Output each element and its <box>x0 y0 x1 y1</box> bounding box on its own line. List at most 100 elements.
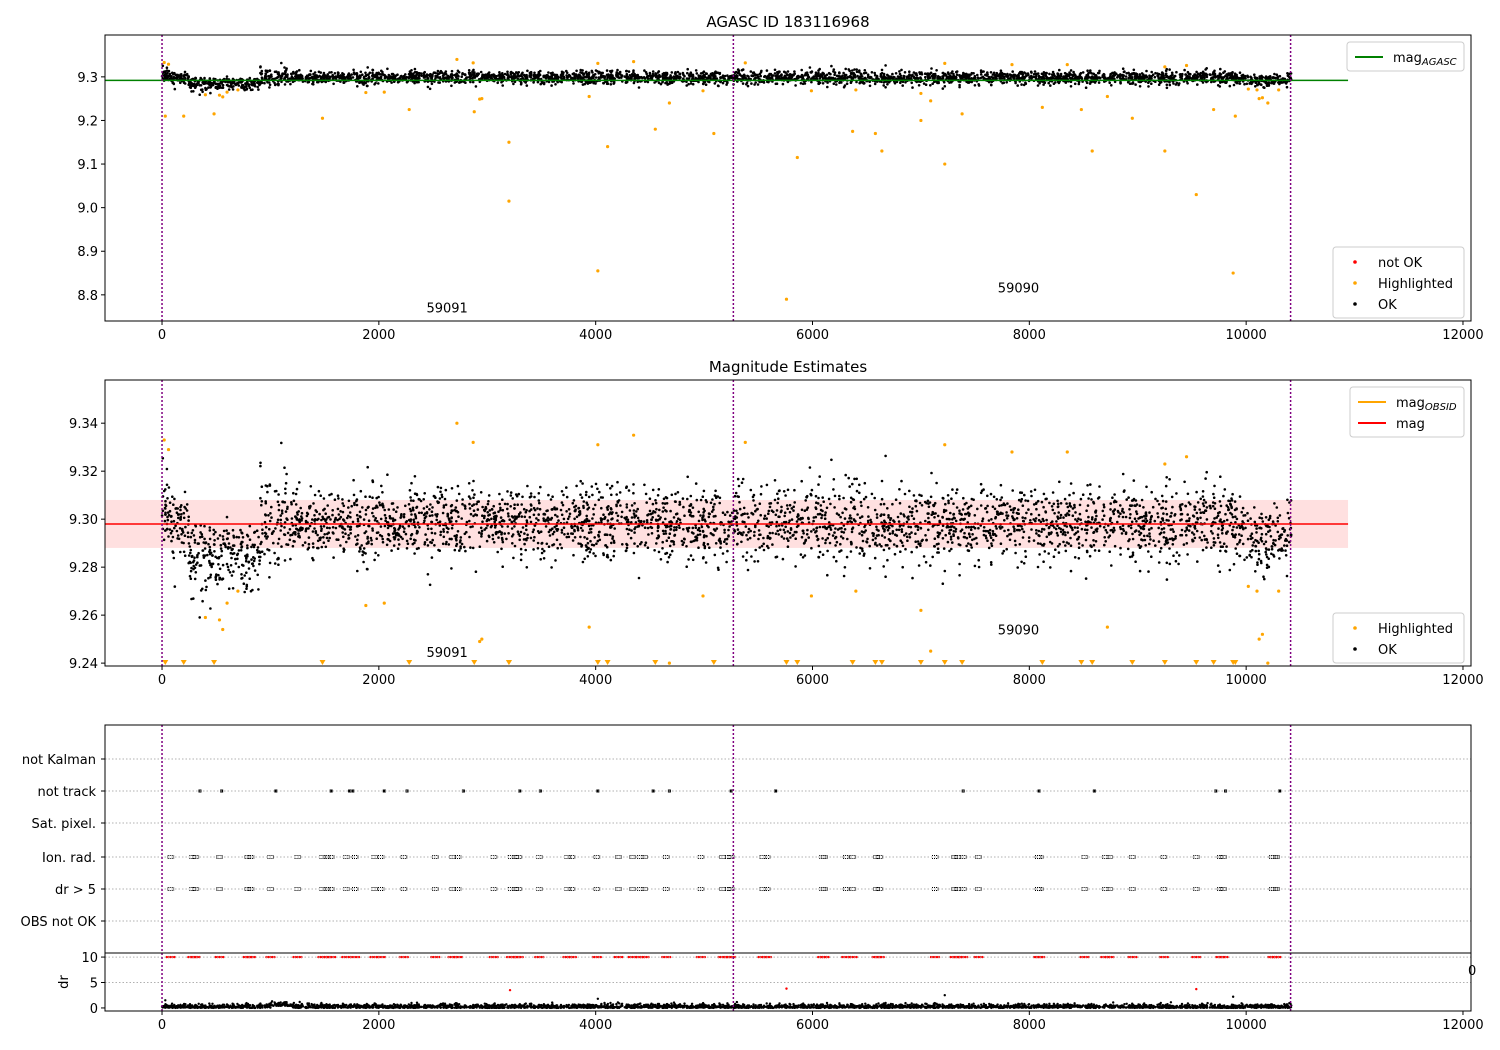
ok-point <box>1261 76 1265 79</box>
ok-point <box>816 72 820 76</box>
ok-point <box>821 77 825 80</box>
ok-point <box>525 77 528 81</box>
ok-point <box>1078 512 1082 516</box>
ok-point <box>858 81 861 85</box>
highlighted-point <box>919 118 923 123</box>
ok-point <box>1159 80 1163 84</box>
ok-point <box>319 494 323 498</box>
ok-point <box>840 76 843 79</box>
ok-point <box>310 76 313 79</box>
highlighted-point <box>1255 88 1259 92</box>
ok-point <box>943 569 947 573</box>
ok-point <box>170 539 173 543</box>
ok-point <box>1024 81 1027 84</box>
ok-point <box>1273 72 1276 76</box>
ok-point <box>520 75 524 78</box>
ok-point <box>496 81 500 85</box>
ok-point <box>440 71 444 75</box>
ok-point <box>661 529 665 533</box>
ok-point <box>1260 517 1264 520</box>
ok-point <box>1071 74 1075 78</box>
ok-point <box>835 559 838 563</box>
ok-point <box>603 75 607 78</box>
ok-point <box>1000 496 1004 499</box>
ok-point <box>1035 529 1038 532</box>
ok-point <box>985 74 989 77</box>
ok-point <box>814 515 818 519</box>
ok-point <box>911 507 914 510</box>
ok-point <box>847 68 850 71</box>
ok-point <box>226 546 230 549</box>
ok-point <box>758 72 762 76</box>
ok-point <box>1157 540 1161 543</box>
ok-point <box>549 518 553 521</box>
ok-point <box>1251 536 1254 540</box>
ok-point <box>678 500 682 504</box>
ok-point <box>1072 491 1075 495</box>
ok-point <box>953 526 956 529</box>
ok-point <box>1020 497 1024 501</box>
ok-point <box>821 74 824 78</box>
ok-point <box>1285 544 1289 547</box>
ok-point <box>1121 73 1124 77</box>
ok-point <box>1037 75 1041 79</box>
ok-point <box>1152 539 1155 542</box>
ok-point <box>1184 504 1187 508</box>
ok-point <box>230 556 233 560</box>
ok-point <box>295 487 299 491</box>
ok-point <box>364 495 367 499</box>
ok-point <box>509 73 512 76</box>
ok-point <box>225 529 228 532</box>
ok-point <box>895 77 898 81</box>
ok-point <box>757 519 760 523</box>
ok-point <box>336 507 340 511</box>
ok-point <box>728 514 732 517</box>
ok-point <box>656 77 660 80</box>
ok-point <box>1287 516 1291 520</box>
ok-point <box>532 513 536 517</box>
ok-point <box>987 546 991 550</box>
ok-point <box>1218 511 1221 514</box>
ok-point <box>587 495 591 499</box>
ok-point <box>1156 72 1159 75</box>
ok-point <box>987 519 991 522</box>
ok-point <box>499 516 503 519</box>
ok-point <box>193 541 197 544</box>
ok-point <box>1048 72 1051 76</box>
ok-point <box>884 76 888 79</box>
ok-point <box>1101 509 1105 513</box>
ok-point <box>355 74 359 78</box>
ok-point <box>1286 74 1290 77</box>
ok-point <box>1064 544 1067 547</box>
ok-point <box>727 77 730 81</box>
ok-point <box>461 72 464 76</box>
ok-point <box>768 502 771 505</box>
ok-point <box>1019 491 1022 494</box>
ok-point <box>871 538 875 542</box>
ok-point <box>838 71 841 74</box>
ok-point <box>667 82 671 86</box>
ok-point <box>765 69 769 72</box>
ok-point <box>269 512 272 515</box>
ok-point <box>384 516 388 520</box>
ok-point <box>1149 515 1153 519</box>
ok-point <box>460 75 464 78</box>
ok-point <box>730 520 733 523</box>
ok-point <box>356 538 359 542</box>
ok-point <box>664 529 667 533</box>
ok-point <box>910 510 914 514</box>
highlighted-point <box>221 95 225 99</box>
ok-point <box>754 509 757 513</box>
ok-point <box>1107 76 1110 80</box>
ok-point <box>490 73 494 77</box>
ok-point <box>510 75 514 78</box>
ok-point <box>413 70 417 74</box>
ok-point <box>899 539 902 542</box>
ok-point <box>243 590 246 594</box>
ok-point <box>1005 74 1008 78</box>
ok-point <box>882 84 885 87</box>
ok-point <box>190 566 193 570</box>
ok-point <box>390 81 393 84</box>
ok-point <box>1119 77 1122 80</box>
ok-point <box>560 80 563 84</box>
